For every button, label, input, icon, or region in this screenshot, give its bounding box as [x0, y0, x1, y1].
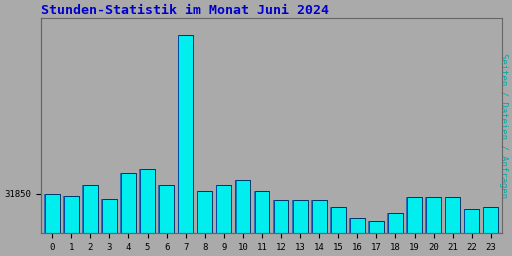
Text: Stunden-Statistik im Monat Juni 2024: Stunden-Statistik im Monat Juni 2024: [41, 4, 329, 17]
Bar: [407, 197, 422, 233]
Bar: [483, 207, 484, 233]
Bar: [350, 218, 365, 233]
Bar: [388, 213, 403, 233]
Bar: [121, 173, 136, 233]
Bar: [64, 196, 79, 233]
Bar: [120, 173, 122, 233]
Bar: [159, 185, 174, 233]
Bar: [349, 218, 351, 233]
Bar: [464, 209, 479, 233]
Bar: [407, 197, 408, 233]
Bar: [139, 169, 141, 233]
Bar: [463, 209, 465, 233]
Bar: [330, 207, 332, 233]
Bar: [158, 185, 160, 233]
Bar: [445, 197, 460, 233]
Bar: [369, 221, 384, 233]
Bar: [102, 199, 117, 233]
Bar: [178, 35, 193, 233]
Bar: [101, 199, 103, 233]
Bar: [140, 169, 155, 233]
Bar: [444, 197, 446, 233]
Bar: [236, 180, 250, 233]
Bar: [217, 185, 231, 233]
Bar: [197, 191, 198, 233]
Bar: [368, 221, 370, 233]
Bar: [197, 191, 212, 233]
Bar: [234, 180, 237, 233]
Bar: [216, 185, 218, 233]
Bar: [426, 197, 441, 233]
Bar: [254, 191, 255, 233]
Bar: [45, 194, 59, 233]
Bar: [82, 185, 84, 233]
Bar: [178, 35, 179, 233]
Bar: [292, 200, 294, 233]
Bar: [273, 200, 288, 233]
Bar: [63, 196, 65, 233]
Bar: [83, 185, 98, 233]
Bar: [387, 213, 389, 233]
Bar: [273, 200, 274, 233]
Bar: [44, 194, 46, 233]
Bar: [312, 200, 327, 233]
Bar: [293, 200, 308, 233]
Bar: [425, 197, 427, 233]
Bar: [331, 207, 346, 233]
Bar: [254, 191, 269, 233]
Y-axis label: Seiten / Dateien / Anfragen: Seiten / Dateien / Anfragen: [499, 53, 508, 198]
Bar: [311, 200, 313, 233]
Bar: [483, 207, 498, 233]
